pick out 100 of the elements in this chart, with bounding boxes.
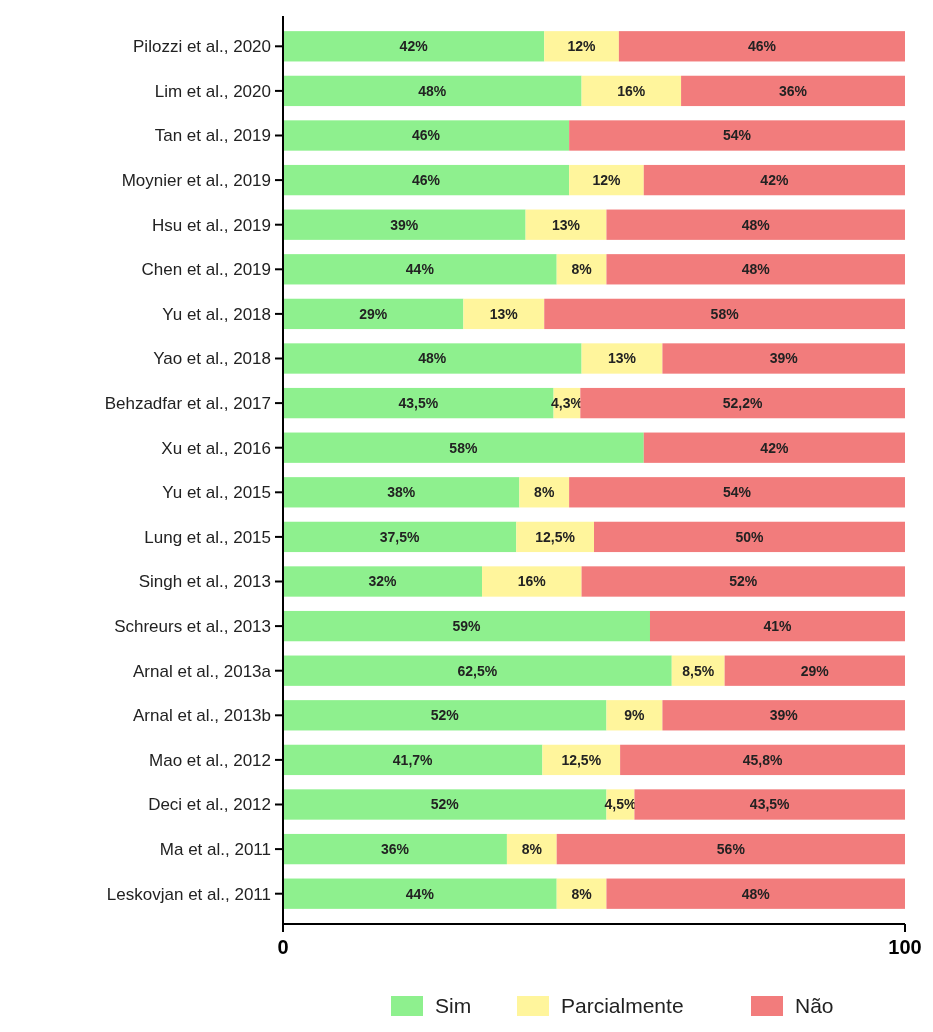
bar	[594, 521, 905, 553]
bar	[283, 521, 517, 553]
data-label: 39%	[390, 216, 419, 233]
y-tick-label: Moynier et al., 2019	[121, 171, 271, 191]
data-label: 48%	[741, 261, 771, 278]
data-label: 12,5%	[561, 751, 602, 768]
data-label: 36%	[380, 841, 410, 857]
bar	[556, 833, 905, 865]
data-label: 54%	[723, 484, 752, 501]
bar	[283, 878, 557, 909]
legend-label: Parcialmente	[561, 994, 684, 1018]
bar	[283, 254, 557, 285]
y-tick-label: Arnal et al., 2013a	[133, 661, 272, 681]
bar	[620, 744, 905, 776]
y-tick-label: Arnal et al., 2013b	[133, 706, 271, 726]
bar	[606, 254, 905, 285]
y-tick-label: Behzadfar et al., 2017	[104, 394, 271, 414]
bar	[581, 75, 682, 107]
x-tick-label: 0	[277, 936, 289, 958]
bar	[482, 566, 582, 597]
data-label: 62,5%	[457, 662, 498, 679]
data-label: 13%	[489, 305, 519, 322]
bar	[283, 343, 582, 374]
bar	[681, 75, 905, 107]
y-tick-label: Lung et al., 2015	[144, 527, 271, 547]
y-tick-label: Singh et al., 2013	[138, 572, 271, 592]
data-label: 29%	[359, 305, 388, 322]
y-tick-label: Pilozzi et al., 2020	[133, 37, 271, 57]
data-label: 44%	[405, 261, 435, 278]
bar	[283, 31, 545, 62]
data-label: 32%	[368, 573, 398, 590]
data-label: 52,2%	[722, 395, 764, 411]
bar	[581, 343, 663, 374]
bar	[283, 700, 607, 731]
bar	[643, 432, 905, 463]
bar	[544, 298, 905, 330]
bar	[283, 610, 650, 642]
data-label: 4,5%	[604, 796, 637, 813]
data-label: 41%	[763, 618, 793, 634]
bar	[581, 566, 905, 597]
data-label: 48%	[418, 350, 447, 367]
data-label: 16%	[517, 573, 547, 590]
data-label: 12,5%	[535, 528, 576, 545]
data-label: 9%	[624, 707, 646, 724]
data-label: 39%	[769, 707, 799, 724]
bar	[606, 700, 663, 731]
y-tick-label: Tan et al., 2019	[154, 126, 271, 146]
bar	[569, 477, 905, 508]
bar	[662, 343, 905, 374]
data-label: 37,5%	[379, 528, 421, 545]
bar	[463, 298, 545, 330]
legend-label: Não	[795, 994, 834, 1018]
bar	[525, 209, 607, 240]
bar	[649, 610, 905, 642]
bar	[283, 164, 570, 196]
bar	[544, 31, 619, 62]
bar	[283, 298, 464, 330]
bar	[283, 209, 526, 240]
data-label: 39%	[769, 350, 799, 367]
y-tick-label: Xu et al., 2016	[161, 438, 271, 458]
data-label: 42%	[760, 439, 789, 456]
data-label: 48%	[741, 216, 771, 233]
data-label: 12%	[592, 172, 621, 188]
bar	[283, 75, 582, 107]
data-label: 48%	[418, 82, 447, 99]
bar	[283, 655, 672, 686]
data-label: 50%	[735, 528, 765, 545]
y-tick-label: Yu et al., 2015	[162, 483, 271, 503]
bar	[569, 164, 644, 196]
data-label: 38%	[387, 484, 416, 501]
y-tick-label: Schreurs et al., 2013	[114, 617, 271, 637]
data-label: 43,5%	[749, 796, 791, 813]
data-label: 13%	[607, 350, 637, 367]
y-tick-label: Ma et al., 2011	[159, 840, 271, 860]
data-label: 8,5%	[682, 662, 715, 679]
bar	[283, 833, 507, 865]
data-label: 12%	[567, 38, 597, 55]
data-label: 46%	[412, 172, 441, 188]
bar	[662, 700, 905, 731]
data-label: 42%	[760, 172, 789, 188]
data-label: 59%	[452, 618, 482, 634]
bar	[283, 744, 543, 776]
data-label: 36%	[779, 82, 808, 99]
data-label: 8%	[521, 841, 543, 857]
data-label: 8%	[534, 484, 555, 501]
data-label: 44%	[405, 885, 435, 902]
data-label: 41,7%	[392, 751, 434, 768]
data-label: 48%	[741, 885, 771, 902]
bar	[283, 120, 570, 151]
bar	[618, 31, 905, 62]
bar	[606, 878, 905, 909]
y-tick-label: Lim et al., 2020	[154, 81, 271, 101]
legend-label: Sim	[435, 994, 472, 1018]
data-label: 13%	[551, 216, 581, 233]
data-label: 43,5%	[398, 395, 439, 411]
data-label: 58%	[710, 305, 740, 322]
bar	[634, 789, 905, 820]
x-tick-label: 100	[888, 936, 922, 958]
bar	[283, 432, 644, 463]
y-tick-label: Yu et al., 2018	[162, 304, 271, 324]
